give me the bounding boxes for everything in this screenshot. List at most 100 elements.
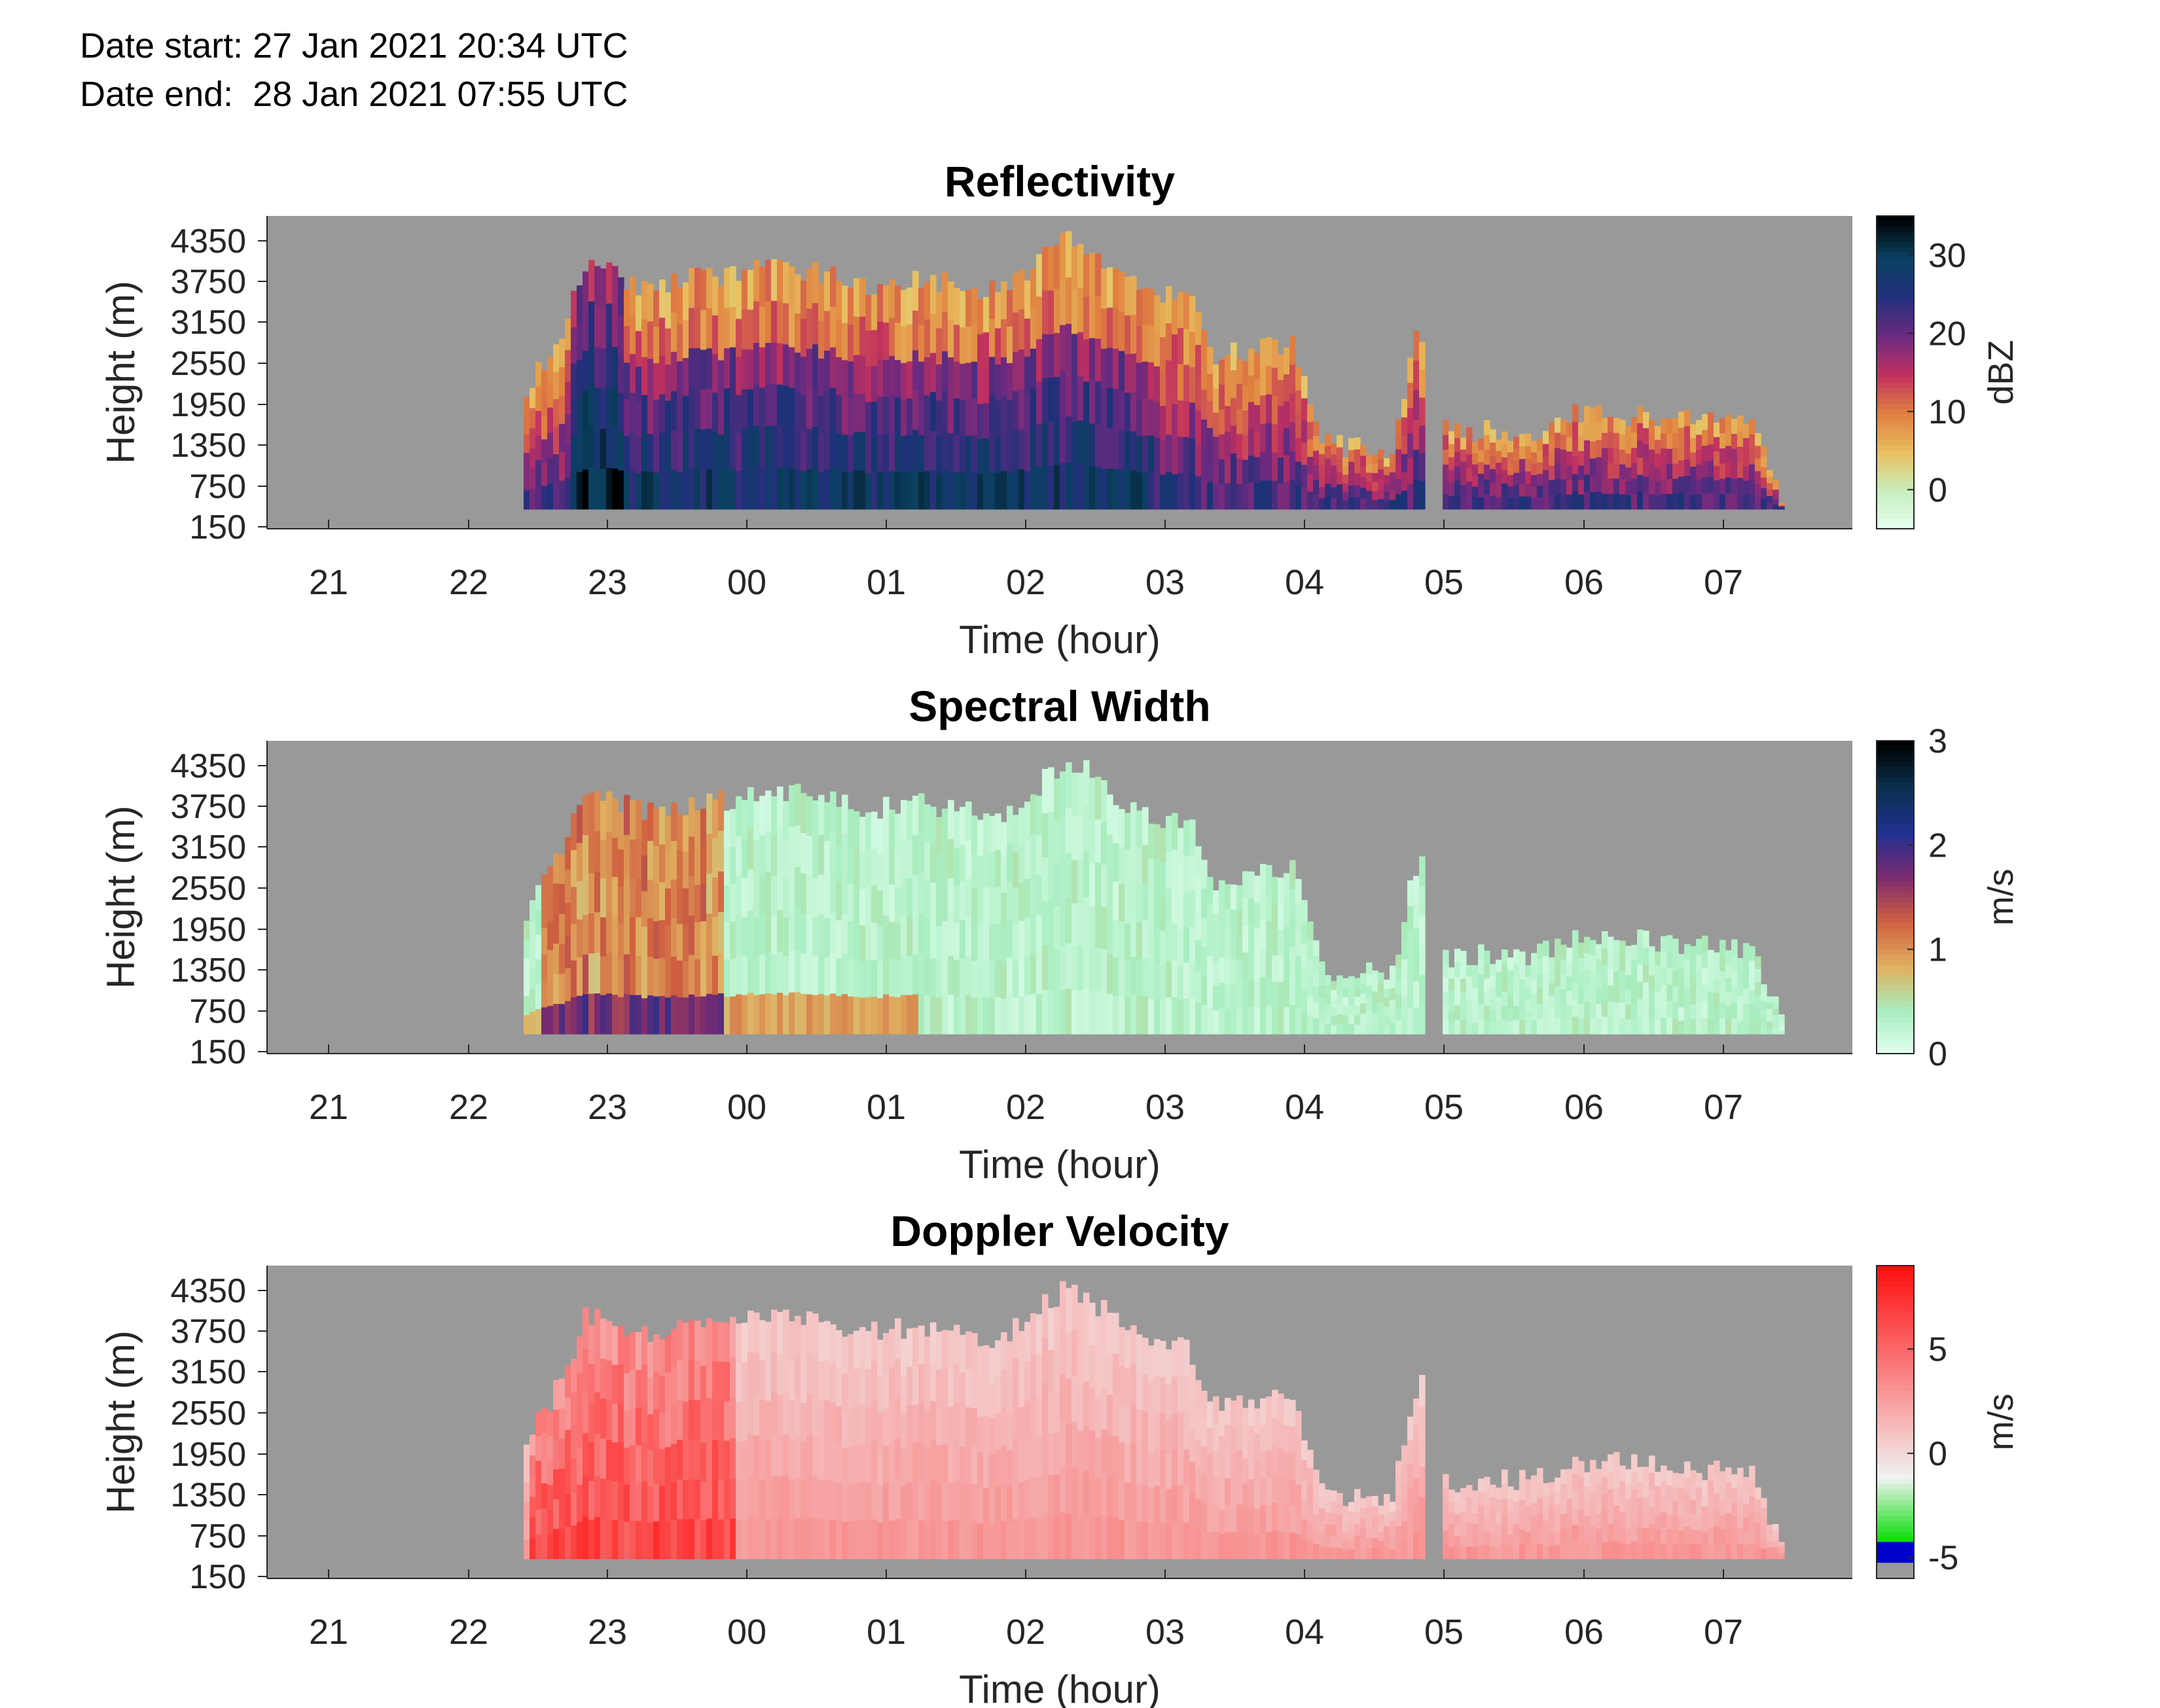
heatmap-cell [1189,998,1196,1035]
heatmap-cell [1071,816,1078,861]
heatmap-cell [1113,429,1119,470]
heatmap-cell [989,357,996,396]
heatmap-cell [848,361,854,399]
heatmap-cell [912,954,919,995]
heatmap-cell [995,1450,1001,1487]
heatmap-cell [1743,1003,1750,1020]
heatmap-cell [1496,1523,1502,1536]
heatmap-cell [624,326,630,363]
heatmap-cell [907,1405,913,1444]
heatmap-cell [1354,437,1361,450]
heatmap-cell [1690,1514,1697,1530]
heatmap-cell [1101,469,1107,510]
heatmap-cell [1178,828,1184,863]
heatmap-cell [559,1004,566,1035]
heatmap-cell [547,1411,554,1436]
heatmap-cell [960,1372,966,1410]
heatmap-cell [1101,907,1107,950]
heatmap-cell [854,1482,860,1521]
heatmap-cell [1643,412,1649,429]
heatmap-cell [1254,1007,1261,1035]
colorbar-segment [1877,1568,1914,1574]
heatmap-cell [694,1479,701,1520]
heatmap-cell [789,1321,795,1362]
heatmap-cell [1201,976,1208,1006]
heatmap-cell [1030,308,1037,349]
heatmap-cell [1466,454,1473,469]
heatmap-cell [1342,1541,1349,1551]
heatmap-cell [1225,380,1231,407]
heatmap-cell [1613,955,1620,972]
heatmap-cell [624,472,630,510]
heatmap-cell [1007,957,1013,997]
heatmap-cell [747,1476,754,1518]
heatmap-cell [765,301,772,344]
heatmap-cell [842,874,848,915]
heatmap-cell [1301,487,1308,510]
heatmap-cell [700,921,707,959]
heatmap-cell [559,854,566,885]
heatmap-cell [1696,970,1702,987]
heatmap-cell [1549,421,1555,437]
heatmap-cell [1672,433,1679,449]
heatmap-cell [1502,1544,1508,1559]
heatmap-cell [1761,1539,1767,1550]
heatmap-cell [1231,934,1237,960]
heatmap-cell [689,268,695,309]
heatmap-cell [1666,1017,1673,1035]
heatmap-cell [1219,384,1225,410]
heatmap-cell [1136,847,1143,885]
heatmap-cell [1254,1408,1261,1434]
heatmap-cell [689,469,695,510]
heatmap-cell [1231,1008,1237,1035]
heatmap-cell [1136,472,1143,510]
heatmap-cell [936,436,943,474]
heatmap-cell [724,847,730,886]
heatmap-cell [1313,1499,1320,1515]
heatmap-cell [1007,919,1013,959]
x-tick-label: 00 [727,1088,766,1127]
y-tick-label: 3750 [170,263,246,301]
heatmap-cell [1460,1499,1467,1512]
heatmap-cell [1354,987,1361,997]
heatmap-cell [1148,1487,1155,1524]
heatmap-cell [653,808,660,847]
heatmap-cell [1678,411,1685,429]
heatmap-cell [759,796,766,836]
heatmap-cell [1342,483,1349,493]
x-tick-label: 06 [1564,563,1604,602]
heatmap-cell [718,1322,725,1362]
heatmap-cell [783,801,789,841]
heatmap-cell [706,1478,713,1520]
heatmap-cell [742,917,748,957]
heatmap-cell [1236,383,1243,410]
heatmap-cell [1231,1400,1237,1428]
heatmap-cell [818,1361,825,1402]
heatmap-cell [1260,1505,1267,1533]
heatmap-cell [1525,1022,1532,1035]
heatmap-cell [1295,1411,1302,1436]
heatmap-cell [836,920,842,959]
heatmap-cell [1666,1514,1673,1530]
heatmap-cell [1225,354,1231,381]
heatmap-cell [1572,982,1579,1000]
heatmap-cell [1030,1313,1037,1355]
heatmap-cell [901,1375,907,1413]
heatmap-cell [742,955,748,996]
heatmap-cell [1537,438,1543,452]
heatmap-cell [1095,948,1102,992]
heatmap-cell [871,959,878,997]
heatmap-cell [1178,472,1184,510]
heatmap-cell [1661,936,1667,953]
heatmap-cell [789,1361,795,1401]
heatmap-cell [747,310,754,350]
heatmap-cell [1201,1446,1208,1476]
heatmap-cell [859,1442,866,1482]
colorbar-segment [1877,834,1914,841]
heatmap-cell [930,996,937,1035]
heatmap-cell [1684,959,1691,975]
heatmap-cell [600,469,607,510]
heatmap-cell [912,1443,919,1482]
heatmap-cell [995,813,1001,851]
heatmap-cell [1496,972,1502,985]
